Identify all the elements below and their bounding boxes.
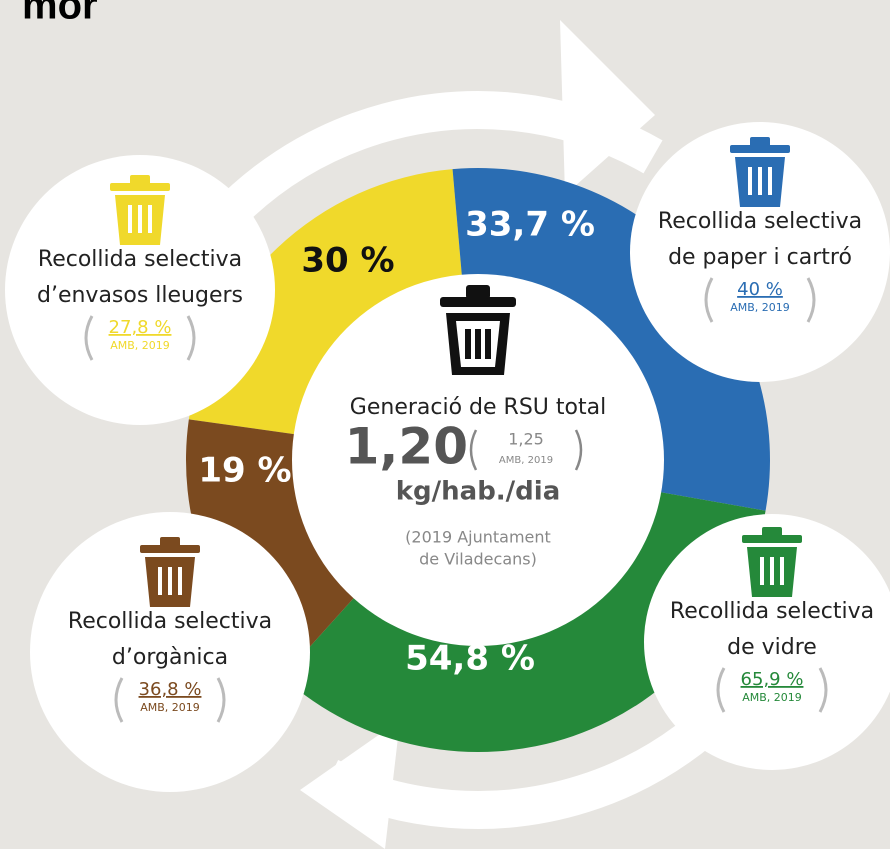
bin-lid	[742, 535, 802, 543]
donut-segment	[452, 168, 770, 511]
paren	[84, 315, 94, 361]
bin-handle	[750, 137, 770, 147]
bin-icon	[110, 175, 170, 245]
center-value: 1,20	[345, 418, 468, 476]
center-comparison-source: AMB, 2019	[499, 455, 553, 466]
bin-icon	[730, 137, 790, 207]
bin-icon	[140, 537, 200, 607]
arrow-head	[560, 20, 655, 195]
bin-slot	[748, 167, 752, 195]
bin-slot	[768, 167, 772, 195]
paren	[114, 677, 124, 723]
bubble	[630, 122, 890, 382]
bin-handle	[160, 537, 180, 547]
bubble-name: Recollida selectiva	[670, 599, 874, 624]
segment-label: 19 %	[198, 451, 291, 491]
donut-segment	[186, 419, 355, 677]
bin-slot	[770, 557, 774, 585]
bubble-name: Recollida selectiva	[68, 609, 272, 634]
bin-slot	[760, 557, 764, 585]
segment-label: 54,8 %	[405, 639, 535, 679]
bubble	[644, 514, 890, 770]
bin-slot	[465, 329, 471, 359]
paren	[216, 677, 226, 723]
bin-icon	[440, 285, 516, 375]
center-unit: kg/hab./dia	[396, 477, 561, 507]
donut-segment	[188, 169, 462, 435]
bin-slot	[758, 167, 762, 195]
bin-slot	[780, 557, 784, 585]
segment-label: 33,7 %	[465, 205, 595, 245]
donut-segment	[282, 492, 766, 752]
paren	[469, 429, 478, 471]
page-title: mor	[22, 0, 98, 28]
bubble-name: d’envasos lleugers	[37, 283, 243, 308]
bubble-name: de paper i cartró	[668, 245, 852, 270]
bubble-name: Recollida selectiva	[658, 209, 862, 234]
bubble-comparison: 27,8 %	[109, 317, 172, 338]
bin-slot	[148, 205, 152, 233]
center-source: de Viladecans)	[419, 550, 537, 569]
bin-slot	[158, 567, 162, 595]
bubble-comparison: 36,8 %	[139, 679, 202, 700]
bubble-name: d’orgànica	[112, 645, 228, 670]
bubble-comparison-source: AMB, 2019	[742, 691, 802, 704]
bubble-comparison: 40 %	[737, 279, 783, 300]
bin-slot	[138, 205, 142, 233]
bin-handle	[130, 175, 150, 185]
paren	[818, 667, 828, 713]
bin-lid	[110, 183, 170, 191]
bubble-comparison-source: AMB, 2019	[730, 301, 790, 314]
bin-slot	[485, 329, 491, 359]
paren	[186, 315, 196, 361]
paren	[806, 277, 816, 323]
bubble	[5, 155, 275, 425]
segment-label: 30 %	[301, 241, 394, 281]
bin-lid	[140, 545, 200, 553]
paren	[574, 429, 583, 471]
bin-slot	[128, 205, 132, 233]
bubble-comparison-source: AMB, 2019	[140, 701, 200, 714]
paren	[704, 277, 714, 323]
center-comparison: 1,25	[508, 430, 544, 449]
bubble-name: Recollida selectiva	[38, 247, 242, 272]
bin-handle	[466, 285, 490, 299]
bin-slot	[475, 329, 481, 359]
bin-lid	[730, 145, 790, 153]
bin-slot	[168, 567, 172, 595]
donut-center	[292, 274, 664, 646]
bin-lid	[440, 297, 516, 307]
center-source: (2019 Ajuntament	[405, 528, 551, 547]
bin-handle	[762, 527, 782, 537]
paren	[716, 667, 726, 713]
bin-icon	[742, 527, 802, 597]
center-title: Generació de RSU total	[350, 395, 606, 420]
bubble-name: de vidre	[727, 635, 817, 660]
bubble-comparison-source: AMB, 2019	[110, 339, 170, 352]
bubble	[30, 512, 310, 792]
bin-slot	[178, 567, 182, 595]
bubble-comparison: 65,9 %	[741, 669, 804, 690]
arrow-head	[300, 720, 400, 849]
